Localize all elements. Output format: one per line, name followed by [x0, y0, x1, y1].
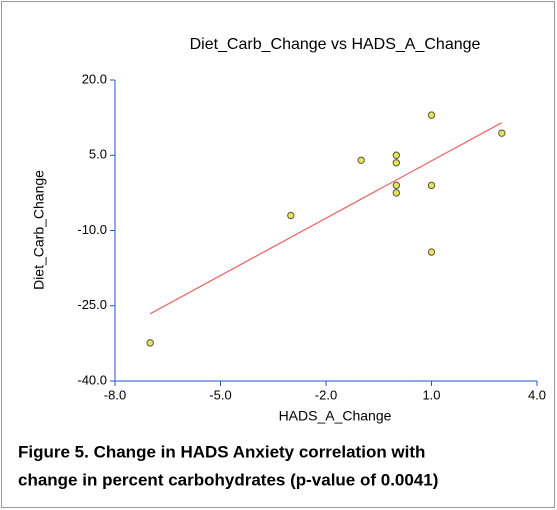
point	[392, 151, 401, 159]
y-tick-label: 5.0	[89, 147, 107, 162]
point	[427, 111, 436, 119]
chart-title: Diet_Carb_Change vs HADS_A_Change	[190, 36, 481, 53]
x-tick-label: 4.0	[528, 387, 546, 402]
x-tick-label: 1.0	[422, 387, 440, 402]
x-tick-label: -2.0	[315, 387, 337, 402]
point	[146, 339, 154, 347]
y-axis-label: Diet_Carb_Change	[31, 170, 47, 290]
y-tick-label: 20.0	[82, 71, 107, 86]
fit-line	[149, 122, 503, 315]
y-tick-label: -25.0	[77, 297, 107, 312]
caption-line: Figure 5. Change in HADS Anxiety correla…	[18, 442, 425, 461]
x-axis-label: HADS_A_Change	[279, 408, 392, 424]
point	[392, 159, 401, 167]
x-tick-label: -5.0	[209, 387, 231, 402]
point	[427, 181, 436, 190]
caption-line: change in percent carbohydrates (p-value…	[18, 470, 438, 489]
point	[498, 129, 506, 137]
point	[287, 211, 295, 220]
x-tick-label: -8.0	[104, 387, 126, 402]
point	[392, 189, 401, 197]
point	[427, 248, 436, 256]
y-tick-label: -40.0	[77, 372, 107, 387]
point	[392, 181, 401, 190]
point	[357, 156, 365, 164]
y-tick-label: -10.0	[77, 222, 107, 237]
